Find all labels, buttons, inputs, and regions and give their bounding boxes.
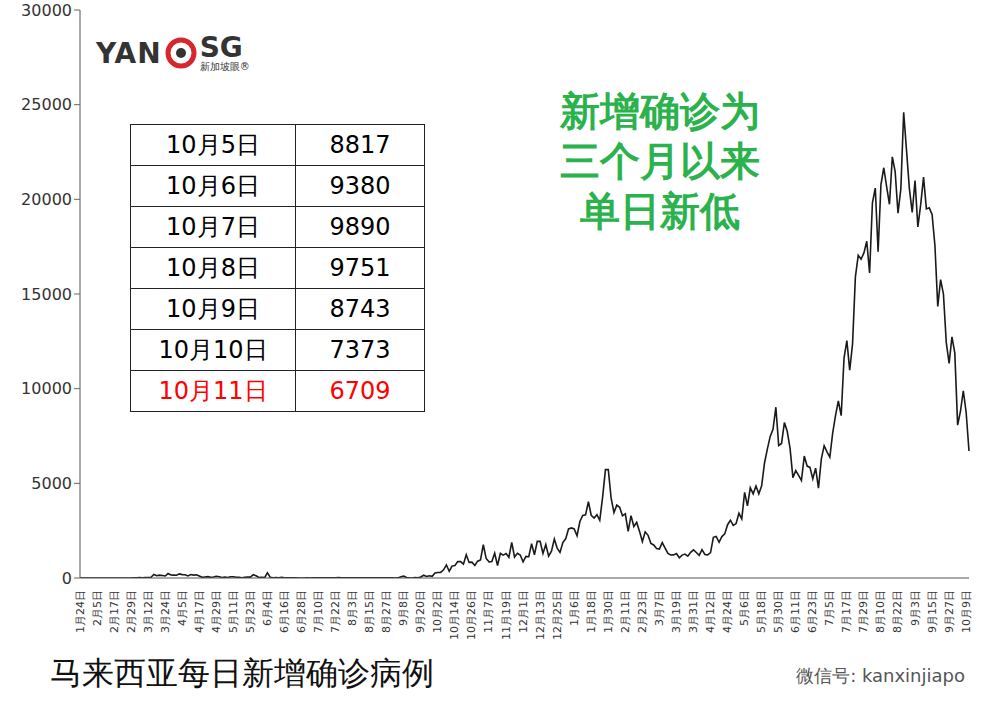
svg-text:4月29日: 4月29日: [210, 590, 223, 633]
svg-text:1月30日: 1月30日: [602, 590, 615, 633]
svg-text:6月4日: 6月4日: [261, 590, 274, 626]
svg-text:20000: 20000: [21, 190, 72, 209]
svg-text:6月16日: 6月16日: [278, 590, 291, 633]
svg-text:6月11日: 6月11日: [789, 590, 802, 633]
svg-text:12月1日: 12月1日: [517, 590, 530, 633]
svg-text:1月6日: 1月6日: [568, 590, 581, 626]
svg-text:9月8日: 9月8日: [397, 590, 410, 626]
svg-text:9月15日: 9月15日: [926, 590, 939, 633]
svg-text:3月31日: 3月31日: [687, 590, 700, 633]
svg-text:7月17日: 7月17日: [840, 590, 853, 633]
svg-text:7月22日: 7月22日: [329, 590, 342, 633]
html-text:SG: SG: [199, 31, 243, 64]
html-text:10月8日: 10月8日: [166, 254, 260, 282]
html-text:10月5日: 10月5日: [166, 131, 260, 159]
html-text:10月9日: 10月9日: [166, 295, 260, 323]
html-text:8817: 8817: [329, 131, 391, 159]
html-text:8743: 8743: [329, 295, 391, 323]
svg-text:6月28日: 6月28日: [295, 590, 308, 633]
svg-text:7月29日: 7月29日: [857, 590, 870, 633]
svg-text:25000: 25000: [21, 95, 72, 114]
html-text:新加坡眼®: 新加坡眼®: [199, 61, 250, 72]
svg-text:11月19日: 11月19日: [500, 590, 513, 640]
html-text:6709: 6709: [329, 377, 391, 405]
html-text:9751: 9751: [329, 254, 391, 282]
svg-text:0: 0: [62, 569, 72, 588]
svg-text:1月24日: 1月24日: [74, 590, 87, 633]
svg-text:30000: 30000: [21, 1, 72, 20]
svg-text:8月27日: 8月27日: [380, 590, 393, 633]
html-text:马来西亚每日新增确诊病例: 马来西亚每日新增确诊病例: [50, 654, 434, 692]
svg-text:11月7日: 11月7日: [482, 590, 495, 633]
svg-text:12月25日: 12月25日: [551, 590, 564, 640]
svg-text:4月24日: 4月24日: [721, 590, 734, 633]
svg-text:2月11日: 2月11日: [619, 590, 632, 633]
svg-text:8月3日: 8月3日: [346, 590, 359, 626]
svg-text:7月5日: 7月5日: [823, 590, 836, 626]
svg-text:5月6日: 5月6日: [738, 590, 751, 626]
svg-text:2月5日: 2月5日: [91, 590, 104, 626]
svg-text:8月10日: 8月10日: [874, 590, 887, 633]
svg-text:1月18日: 1月18日: [585, 590, 598, 633]
html-text:三个月以来: 三个月以来: [560, 138, 760, 184]
html-text:9380: 9380: [329, 172, 391, 200]
html-text:微信号: kanxinjiapo: 微信号: kanxinjiapo: [796, 665, 965, 686]
svg-text:7月10日: 7月10日: [312, 590, 325, 633]
html-text:7373: 7373: [329, 336, 391, 364]
svg-text:3月19日: 3月19日: [670, 590, 683, 633]
svg-text:8月22日: 8月22日: [891, 590, 904, 633]
html-text:10月11日: 10月11日: [158, 377, 268, 405]
svg-text:9月27日: 9月27日: [943, 590, 956, 633]
svg-text:6月23日: 6月23日: [806, 590, 819, 633]
svg-text:5月23日: 5月23日: [244, 590, 257, 633]
svg-text:2月23日: 2月23日: [636, 590, 649, 633]
svg-text:2月29日: 2月29日: [125, 590, 138, 633]
svg-text:3月7日: 3月7日: [653, 590, 666, 626]
svg-text:4月12日: 4月12日: [704, 590, 717, 633]
svg-text:5月18日: 5月18日: [755, 590, 768, 633]
svg-text:8月15日: 8月15日: [363, 590, 376, 633]
svg-text:4月17日: 4月17日: [193, 590, 206, 633]
svg-text:12月13日: 12月13日: [534, 590, 547, 640]
html-text:单日新低: 单日新低: [580, 188, 740, 234]
svg-text:5000: 5000: [31, 474, 72, 493]
svg-text:2月17日: 2月17日: [108, 590, 121, 633]
html-text:10月7日: 10月7日: [166, 213, 260, 241]
svg-text:10月2日: 10月2日: [431, 590, 444, 633]
svg-text:3月24日: 3月24日: [159, 590, 172, 633]
svg-text:10月26日: 10月26日: [465, 590, 478, 640]
svg-text:9月3日: 9月3日: [909, 590, 922, 626]
html-text:9890: 9890: [329, 213, 391, 241]
html-text:10月6日: 10月6日: [166, 172, 260, 200]
html-text:新增确诊为: 新增确诊为: [560, 88, 760, 134]
html-text:10月10日: 10月10日: [158, 336, 268, 364]
html-text:YAN: YAN: [96, 36, 162, 70]
svg-text:4月5日: 4月5日: [176, 590, 189, 626]
svg-text:5月30日: 5月30日: [772, 590, 785, 633]
svg-text:15000: 15000: [21, 285, 72, 304]
svg-text:3月12日: 3月12日: [142, 590, 155, 633]
svg-text:10000: 10000: [21, 379, 72, 398]
svg-text:10月9日: 10月9日: [960, 590, 973, 633]
svg-text:10月14日: 10月14日: [448, 590, 461, 640]
svg-text:5月11日: 5月11日: [227, 590, 240, 633]
svg-text:9月20日: 9月20日: [414, 590, 427, 633]
